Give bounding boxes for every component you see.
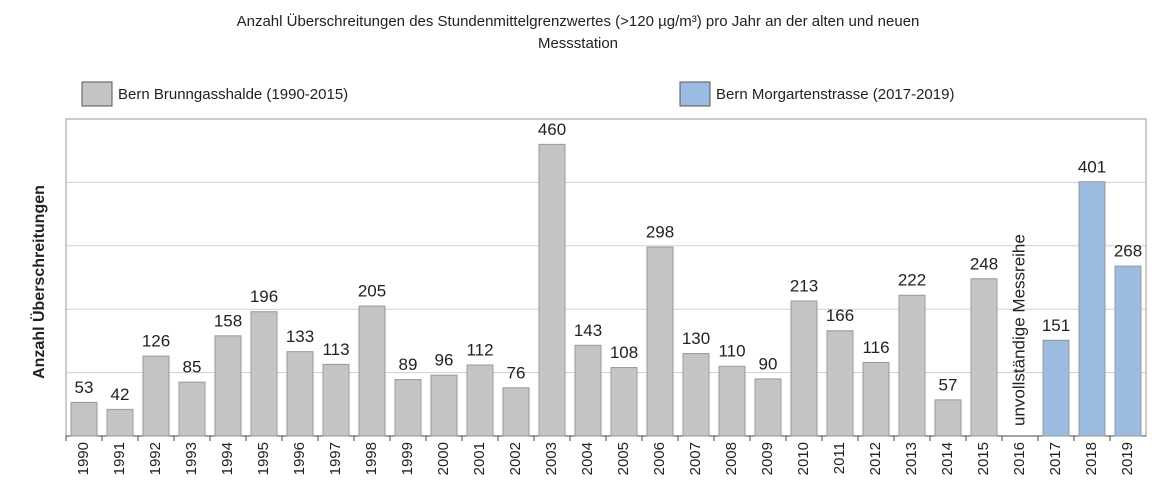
bar [106, 408, 134, 437]
bar [754, 378, 782, 437]
data-label: 90 [759, 354, 778, 373]
bar [178, 381, 206, 437]
data-label: 108 [610, 343, 638, 362]
bar [646, 246, 674, 437]
bar [898, 294, 926, 437]
bar [214, 335, 242, 437]
bar [610, 367, 638, 437]
bar [466, 364, 494, 437]
data-label: 222 [898, 271, 926, 290]
bar [682, 353, 710, 437]
x-tick-label: 2012 [867, 442, 884, 475]
x-tick-label: 2017 [1047, 442, 1064, 475]
x-tick-label: 1995 [255, 442, 272, 475]
bar [1042, 339, 1070, 437]
x-tick-label: 1999 [399, 442, 416, 475]
x-tick-label: 1996 [291, 442, 308, 475]
data-label: 196 [250, 287, 278, 306]
bar [358, 305, 386, 437]
legend-swatch [81, 81, 113, 107]
x-tick-label: 1991 [111, 442, 128, 475]
data-label: 57 [939, 375, 958, 394]
bar [718, 365, 746, 437]
bar [934, 399, 962, 437]
x-tick-label: 1990 [75, 442, 92, 475]
x-tick-label: 2008 [723, 442, 740, 475]
x-tick-label: 2001 [471, 442, 488, 475]
bar [286, 351, 314, 437]
x-tick-label: 2002 [507, 442, 524, 475]
data-label: 130 [682, 329, 710, 348]
data-label: 213 [790, 276, 818, 295]
bar [970, 278, 998, 437]
y-axis-label: Anzahl Überschreitungen [29, 185, 48, 379]
data-label: 248 [970, 254, 998, 273]
x-tick-label: 2007 [687, 442, 704, 475]
x-tick-label: 2004 [579, 442, 596, 475]
chart-title: Messstation [538, 35, 618, 52]
data-label: 126 [142, 332, 170, 351]
data-label: 110 [718, 342, 745, 361]
annotation: unvollständige Messreihe [1009, 234, 1028, 426]
x-tick-label: 1992 [147, 442, 164, 475]
data-label: 133 [286, 327, 314, 346]
legend-label: Bern Morgartenstrasse (2017-2019) [716, 86, 954, 103]
legend-label: Bern Brunngasshalde (1990-2015) [118, 86, 348, 103]
bar [538, 143, 566, 437]
bar [826, 330, 854, 437]
data-label: 76 [507, 363, 526, 382]
data-label: 268 [1114, 242, 1142, 261]
x-tick-label: 2011 [831, 442, 848, 474]
x-tick-label: 2005 [615, 442, 632, 475]
bar [142, 355, 170, 437]
bar [70, 401, 98, 437]
data-label: 85 [183, 358, 202, 377]
bar [322, 363, 350, 437]
x-tick-label: 1993 [183, 442, 200, 475]
bar [394, 379, 422, 437]
x-tick-label: 2019 [1119, 442, 1136, 475]
x-tick-label: 2015 [975, 442, 992, 475]
bar [502, 387, 530, 437]
data-label: 112 [466, 340, 493, 359]
data-label: 143 [574, 321, 602, 340]
data-label: 113 [322, 340, 349, 359]
data-label: 53 [75, 378, 94, 397]
data-label: 298 [646, 223, 674, 242]
bar [250, 311, 278, 437]
bar [862, 361, 890, 437]
data-label: 166 [826, 306, 854, 325]
x-tick-label: 2006 [651, 442, 668, 475]
x-tick-label: 1998 [363, 442, 380, 475]
bar [790, 300, 818, 437]
x-tick-label: 1994 [219, 442, 236, 475]
data-label: 116 [862, 338, 889, 357]
bar [1078, 181, 1106, 437]
data-label: 42 [111, 385, 130, 404]
data-label: 158 [214, 311, 242, 330]
data-label: 460 [538, 120, 566, 139]
x-tick-label: 2003 [543, 442, 560, 475]
data-label: 89 [399, 355, 418, 374]
data-label: 96 [435, 351, 454, 370]
bar [430, 374, 458, 437]
x-tick-label: 2009 [759, 442, 776, 475]
x-tick-label: 2016 [1011, 442, 1028, 475]
x-tick-label: 2014 [939, 442, 956, 475]
x-tick-label: 2000 [435, 442, 452, 475]
x-tick-label: 2018 [1083, 442, 1100, 475]
x-tick-label: 2013 [903, 442, 920, 475]
data-label: 151 [1042, 316, 1070, 335]
x-tick-label: 2010 [795, 442, 812, 475]
x-tick-label: 1997 [327, 442, 344, 475]
legend-swatch [679, 81, 711, 107]
bar [574, 344, 602, 437]
bar [1114, 265, 1142, 437]
data-label: 401 [1078, 157, 1106, 176]
data-label: 205 [358, 282, 386, 301]
chart-title: Anzahl Überschreitungen des Stundenmitte… [237, 12, 920, 30]
